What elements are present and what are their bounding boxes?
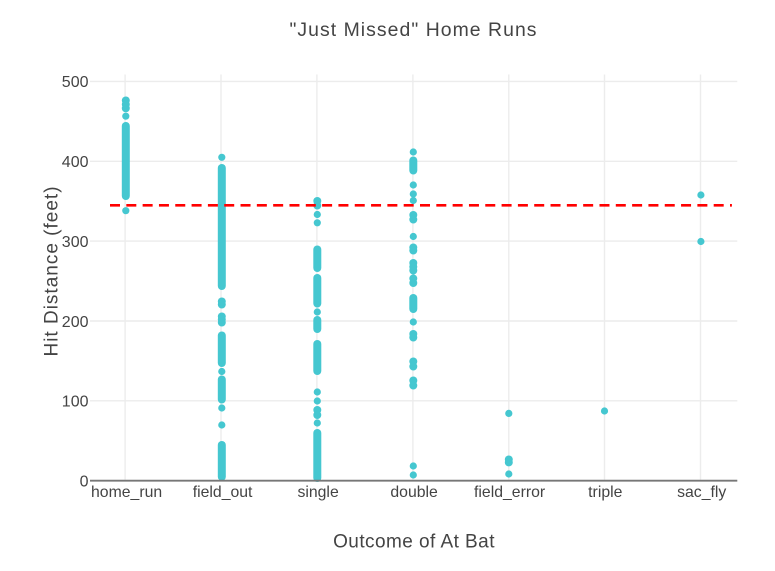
svg-text:500: 500 [62, 74, 89, 91]
svg-text:field_out: field_out [193, 484, 253, 501]
svg-text:sac_fly: sac_fly [677, 484, 726, 501]
svg-text:200: 200 [62, 314, 89, 331]
svg-text:home_run: home_run [91, 484, 162, 501]
svg-text:double: double [390, 484, 438, 501]
svg-text:field_error: field_error [474, 484, 545, 501]
svg-text:triple: triple [588, 484, 622, 501]
svg-text:0: 0 [80, 474, 89, 491]
svg-text:"Just Missed" Home Runs: "Just Missed" Home Runs [289, 19, 537, 41]
svg-text:100: 100 [62, 394, 89, 411]
svg-text:400: 400 [62, 154, 89, 171]
svg-text:300: 300 [62, 234, 89, 251]
svg-text:single: single [297, 484, 338, 501]
svg-text:Hit Distance (feet): Hit Distance (feet) [42, 185, 63, 356]
svg-text:Outcome of At Bat: Outcome of At Bat [333, 532, 495, 553]
